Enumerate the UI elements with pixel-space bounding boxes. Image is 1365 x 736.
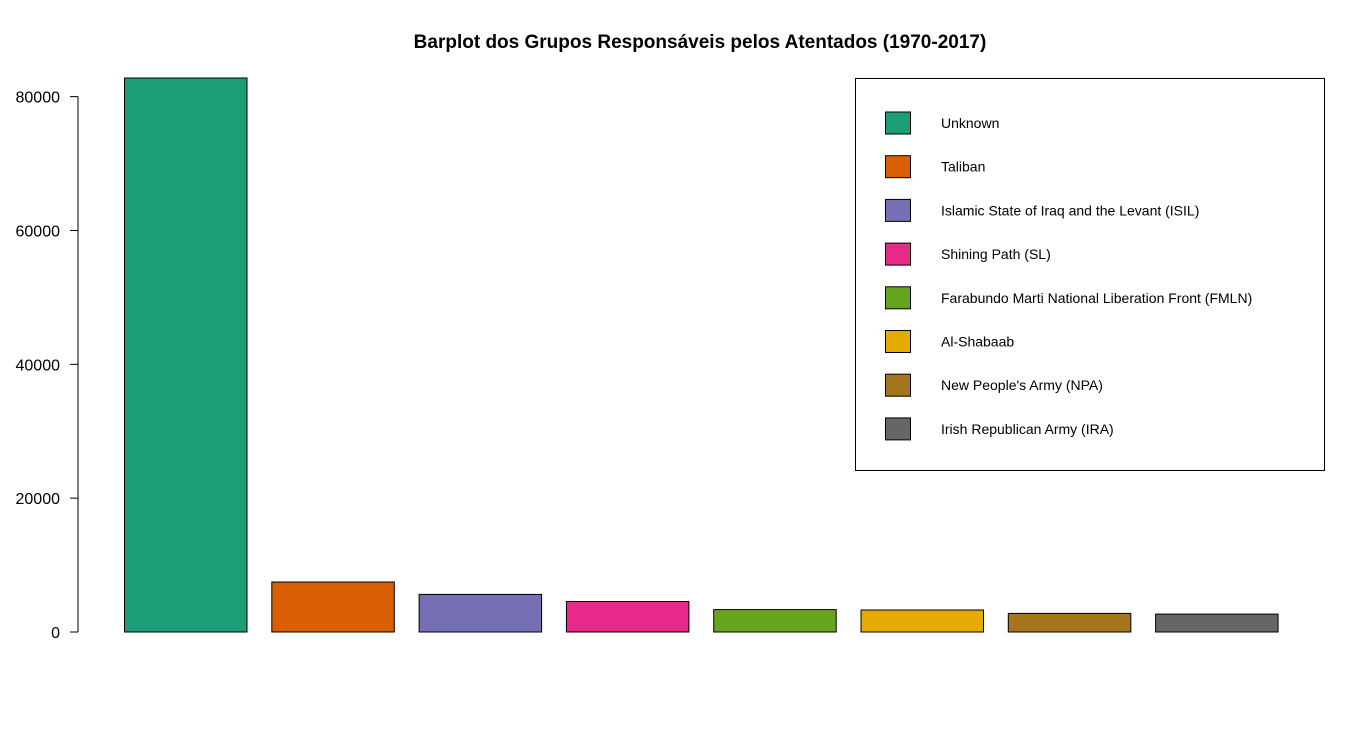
bar — [1007, 612, 1132, 633]
y-tick-label: 0 — [51, 625, 60, 642]
legend-label: Taliban — [941, 159, 985, 175]
bar — [1155, 613, 1279, 633]
y-tick-label: 80000 — [16, 90, 61, 107]
legend-box — [855, 78, 1325, 471]
legend-swatch — [885, 155, 911, 179]
legend-label: Shining Path (SL) — [941, 246, 1051, 262]
legend-swatch — [885, 330, 911, 353]
legend-swatch — [885, 111, 911, 135]
legend: Unknown Taliban Islamic State of Iraq and … — [855, 78, 1325, 471]
bar — [860, 609, 984, 633]
legend-label: Farabundo Marti National Liberation Fron… — [941, 290, 1252, 306]
legend-label: Unknown — [941, 115, 999, 131]
bars — [124, 77, 1279, 633]
bar — [271, 581, 395, 633]
legend-label: Irish Republican Army (IRA) — [941, 421, 1114, 437]
y-tick-label: 40000 — [16, 357, 61, 374]
bar — [713, 609, 837, 633]
legend-label: New People's Army (NPA) — [941, 377, 1103, 393]
y-tick-label: 60000 — [16, 223, 61, 240]
legend-label: Islamic State of Iraq and the Levant (IS… — [941, 202, 1199, 218]
chart-title: Barplot dos Grupos Responsáveis pelos At… — [414, 32, 987, 53]
legend-swatch — [885, 373, 911, 397]
legend-swatch — [885, 198, 911, 222]
bar — [565, 601, 690, 633]
legend-label: Al-Shabaab — [941, 334, 1014, 350]
y-tick-label: 20000 — [16, 491, 61, 508]
bar — [418, 593, 543, 633]
legend-swatch — [885, 286, 911, 310]
bar — [124, 77, 248, 633]
y-axis: 0 20000 40000 60000 80000 — [16, 90, 79, 642]
legend-swatch — [885, 242, 911, 266]
legend-swatch — [885, 417, 911, 441]
